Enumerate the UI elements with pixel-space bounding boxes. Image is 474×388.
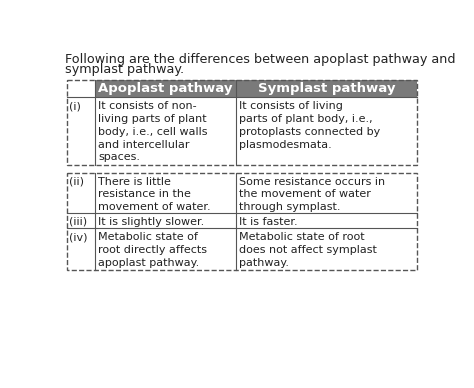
Bar xyxy=(95,80,417,97)
Text: Symplast pathway: Symplast pathway xyxy=(258,82,395,95)
Text: Following are the differences between apoplast pathway and: Following are the differences between ap… xyxy=(65,53,456,66)
Text: It is faster.: It is faster. xyxy=(239,217,298,227)
Text: There is little
resistance in the
movement of water.: There is little resistance in the moveme… xyxy=(98,177,210,212)
Text: It is slightly slower.: It is slightly slower. xyxy=(98,217,204,227)
Bar xyxy=(67,173,417,270)
Text: (ii): (ii) xyxy=(69,177,84,187)
Text: (iv): (iv) xyxy=(69,232,88,242)
Text: It consists of living
parts of plant body, i.e.,
protoplasts connected by
plasmo: It consists of living parts of plant bod… xyxy=(239,101,380,150)
Text: Metabolic state of root
does not affect symplast
pathway.: Metabolic state of root does not affect … xyxy=(239,232,377,268)
Text: symplast pathway.: symplast pathway. xyxy=(65,64,184,76)
Text: Apoplast pathway: Apoplast pathway xyxy=(98,82,233,95)
Bar xyxy=(67,80,417,165)
Text: It consists of non-
living parts of plant
body, i.e., cell walls
and intercellul: It consists of non- living parts of plan… xyxy=(98,101,208,163)
Text: Metabolic state of
root directly affects
apoplast pathway.: Metabolic state of root directly affects… xyxy=(98,232,207,268)
Text: Some resistance occurs in
the movement of water
through symplast.: Some resistance occurs in the movement o… xyxy=(239,177,385,212)
Text: (iii): (iii) xyxy=(69,217,87,227)
Text: (i): (i) xyxy=(69,101,81,111)
